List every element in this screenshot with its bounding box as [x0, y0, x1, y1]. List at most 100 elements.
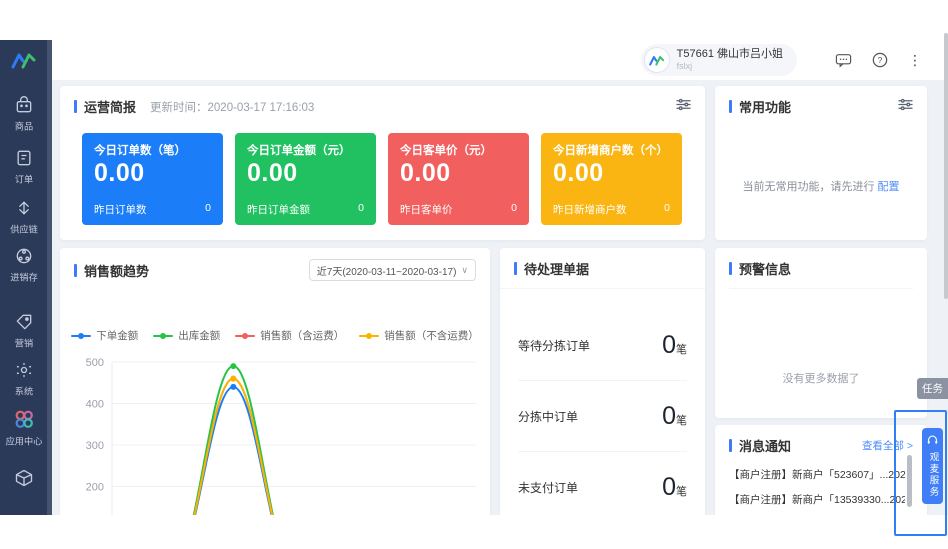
config-link[interactable]: 配置 [877, 181, 900, 193]
svg-text:400: 400 [86, 399, 104, 411]
pending-documents-panel: 待处理单据 等待分拣订单 0笔 分拣中订单 0笔 未支付订单 0笔 [500, 248, 705, 515]
stat-cards: 今日订单数（笔） 0.00 昨日订单数 0 今日订单金额（元） 0.00 昨日订单… [82, 133, 682, 225]
marketing-tag-icon [14, 312, 34, 332]
date-range-value: 近7天(2020-03-11~2020-03-17) [316, 266, 457, 278]
card-sub-value: 0 [358, 202, 364, 214]
row-value: 0 [662, 472, 676, 501]
legend-item[interactable]: 下单金额 [71, 328, 138, 343]
sidebar-item-inventory[interactable]: 进销存 [0, 246, 47, 284]
common-empty-text: 当前无常用功能，请先进行 配置 [715, 178, 927, 194]
message-item[interactable]: 【商户注册】新商户「523607」...2020-03-13 [729, 469, 905, 481]
legend-marker [235, 332, 256, 340]
card-title: 今日订单数（笔） [94, 145, 186, 157]
message-item[interactable]: 【商户注册】新商户「13539330...2020-03-13 [729, 494, 905, 506]
goods-bag-icon [14, 95, 34, 115]
help-icon[interactable]: ? [872, 52, 888, 68]
sidebar-item-label: 系统 [14, 387, 33, 398]
sidebar-item-label: 进销存 [9, 273, 38, 284]
tune-settings-icon[interactable] [676, 98, 691, 116]
common-functions-panel: 常用功能 当前无常用功能，请先进行 配置 [715, 86, 927, 240]
warning-info-panel: 预警信息 没有更多数据了 [715, 248, 927, 418]
row-unit: 笔 [676, 343, 687, 356]
panel-title: 消息通知 [729, 436, 791, 455]
app-center-icon [13, 408, 35, 430]
sidebar-item-goods[interactable]: 商品 [0, 95, 47, 133]
panel-title: 预警信息 [729, 259, 791, 278]
svg-text:?: ? [878, 55, 883, 65]
pending-row-sorting[interactable]: 分拣中订单 0笔 [518, 381, 687, 452]
inventory-share-icon [14, 246, 34, 266]
card-title: 今日新增商户数（个） [553, 145, 668, 157]
pending-row-unpaid[interactable]: 未支付订单 0笔 [518, 452, 687, 515]
card-title: 今日订单金额（元） [247, 145, 351, 157]
sidebar-item-label: 应用中心 [5, 437, 42, 448]
card-value: 0.00 [247, 159, 298, 187]
row-label: 未支付订单 [518, 480, 579, 495]
sidebar-item-app-center[interactable]: 应用中心 [0, 408, 47, 448]
row-unit: 笔 [676, 414, 687, 427]
topbar: T57661 佛山市吕小姐 fslxj ? ⋮ [52, 40, 948, 80]
empty-text: 当前无常用功能，请先进行 [742, 181, 875, 193]
stat-card-order-amount: 今日订单金额（元） 0.00 昨日订单金额 0 [235, 133, 376, 225]
supply-chain-icon [14, 198, 34, 218]
row-label: 分拣中订单 [518, 409, 579, 424]
sidebar-item-label: 商品 [14, 122, 33, 133]
sidebar-item-orders[interactable]: 订单 [0, 148, 47, 186]
sidebar-item-label: 供应链 [9, 225, 38, 236]
svg-text:300: 300 [86, 440, 104, 452]
pending-row-waiting-sort[interactable]: 等待分拣订单 0笔 [518, 310, 687, 381]
user-account: fslxj [676, 61, 693, 71]
sidebar-item-supply-chain[interactable]: 供应链 [0, 198, 47, 236]
more-menu-icon[interactable]: ⋮ [908, 52, 922, 68]
svg-text:500: 500 [86, 357, 104, 369]
card-value: 0.00 [553, 159, 604, 187]
message-list-scrollbar[interactable] [907, 455, 912, 507]
legend-item[interactable]: 销售额（含运费） [235, 328, 344, 343]
sidebar-item-marketing[interactable]: 营销 [0, 312, 47, 350]
update-time: 更新时间：2020-03-17 17:16:03 [150, 101, 315, 114]
legend-item[interactable]: 出库金额 [153, 328, 220, 343]
message-icon[interactable] [835, 53, 852, 68]
svg-text:200: 200 [86, 482, 104, 494]
warning-empty-text: 没有更多数据了 [782, 373, 860, 385]
sidebar-item-label: 订单 [14, 175, 33, 186]
panel-title: 运营简报 [74, 97, 136, 116]
panel-title: 待处理单据 [514, 259, 589, 278]
app-logo-icon [0, 52, 47, 74]
legend-label: 下单金额 [96, 330, 139, 342]
sidebar-edge [47, 40, 52, 515]
view-all-link[interactable]: 查看全部 > [861, 440, 913, 452]
app-viewport: 商品 订单 供应链 [0, 40, 948, 515]
legend-label: 出库金额 [178, 330, 221, 342]
browser-scrollbar[interactable] [944, 33, 948, 299]
chevron-down-icon: ∨ [461, 264, 468, 275]
stat-card-new-merchants: 今日新增商户数（个） 0.00 昨日新增商户数 0 [541, 133, 682, 225]
card-sub-label: 昨日订单金额 [247, 204, 310, 216]
card-value: 0.00 [400, 159, 451, 187]
card-sub-value: 0 [511, 202, 517, 214]
user-menu[interactable]: T57661 佛山市吕小姐 fslxj [640, 44, 797, 76]
card-sub-value: 0 [205, 202, 211, 214]
task-tab-button[interactable]: 任务 [917, 378, 948, 399]
legend-marker [359, 332, 380, 340]
legend-label: 销售额（含运费） [260, 330, 345, 342]
legend-label: 销售额（不含运费） [384, 330, 479, 342]
date-range-select[interactable]: 近7天(2020-03-11~2020-03-17) ∨ [308, 259, 476, 281]
service-button[interactable]: 观麦服务 [922, 428, 943, 504]
row-label: 等待分拣订单 [518, 338, 591, 353]
row-value: 0 [662, 330, 676, 359]
message-notice-panel: 消息通知 查看全部 > 【商户注册】新商户「523607」...2020-03-… [715, 425, 927, 515]
service-button-label: 观麦服务 [927, 452, 939, 498]
message-list: 【商户注册】新商户「523607」...2020-03-13 【商户注册】新商户… [729, 463, 905, 513]
avatar [643, 47, 670, 73]
legend-item[interactable]: 销售额（不含运费） [359, 328, 479, 343]
card-title: 今日客单价（元） [400, 145, 492, 157]
sidebar-item-system[interactable]: 系统 [0, 360, 47, 398]
tune-settings-icon[interactable] [898, 98, 913, 116]
card-sub-value: 0 [664, 202, 670, 214]
gear-icon [14, 360, 34, 380]
pending-rows: 等待分拣订单 0笔 分拣中订单 0笔 未支付订单 0笔 [518, 310, 687, 515]
sidebar-item-box[interactable] [0, 468, 47, 491]
sidebar: 商品 订单 供应链 [0, 40, 47, 515]
